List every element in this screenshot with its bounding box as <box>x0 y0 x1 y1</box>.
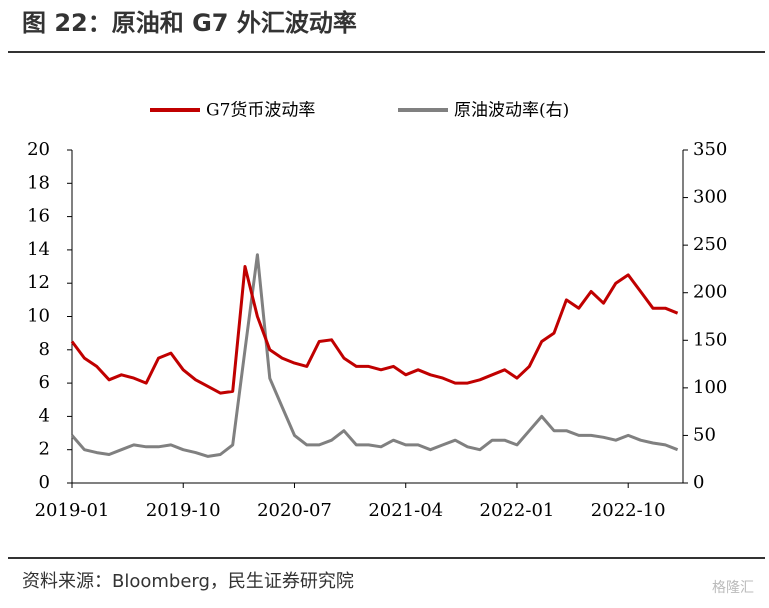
y-tick-label: 0 <box>39 472 50 493</box>
x-tick-label: 2019-10 <box>146 500 221 521</box>
y2-tick-label: 150 <box>693 329 727 350</box>
source: 资料来源：Bloomberg，民生证券研究院 <box>22 571 354 592</box>
series-line <box>70 253 679 458</box>
y-tick-label: 10 <box>27 306 50 327</box>
y-tick-label: 20 <box>27 139 50 160</box>
x-tick-label: 2022-10 <box>591 500 666 521</box>
y-tick-label: 4 <box>39 405 50 426</box>
y2-tick-label: 300 <box>693 187 727 208</box>
y2-tick-label: 100 <box>693 377 727 398</box>
watermark: 格隆汇 <box>712 580 754 596</box>
y2-tick-label: 0 <box>693 472 704 493</box>
x-tick-label: 2020-07 <box>257 500 332 521</box>
x-tick-label: 2022-01 <box>480 500 555 521</box>
y2-tick-label: 200 <box>693 282 727 303</box>
y-tick-label: 16 <box>27 206 50 227</box>
chart-title: 图 22：原油和 G7 外汇波动率 <box>22 9 357 37</box>
y-tick-label: 6 <box>39 372 50 393</box>
y-tick-label: 2 <box>39 439 50 460</box>
series-line <box>70 265 679 395</box>
y-tick-label: 12 <box>27 272 50 293</box>
y-tick-label: 18 <box>27 172 50 193</box>
y2-tick-label: 50 <box>693 424 716 445</box>
legend-label: G7货币波动率 <box>206 101 315 121</box>
x-tick-label: 2019-01 <box>35 500 110 521</box>
x-tick-label: 2021-04 <box>368 500 443 521</box>
y2-tick-label: 350 <box>693 139 727 160</box>
y-tick-label: 8 <box>39 339 50 360</box>
y-tick-label: 14 <box>27 239 50 260</box>
y2-tick-label: 250 <box>693 234 727 255</box>
legend-label: 原油波动率(右) <box>454 101 569 121</box>
